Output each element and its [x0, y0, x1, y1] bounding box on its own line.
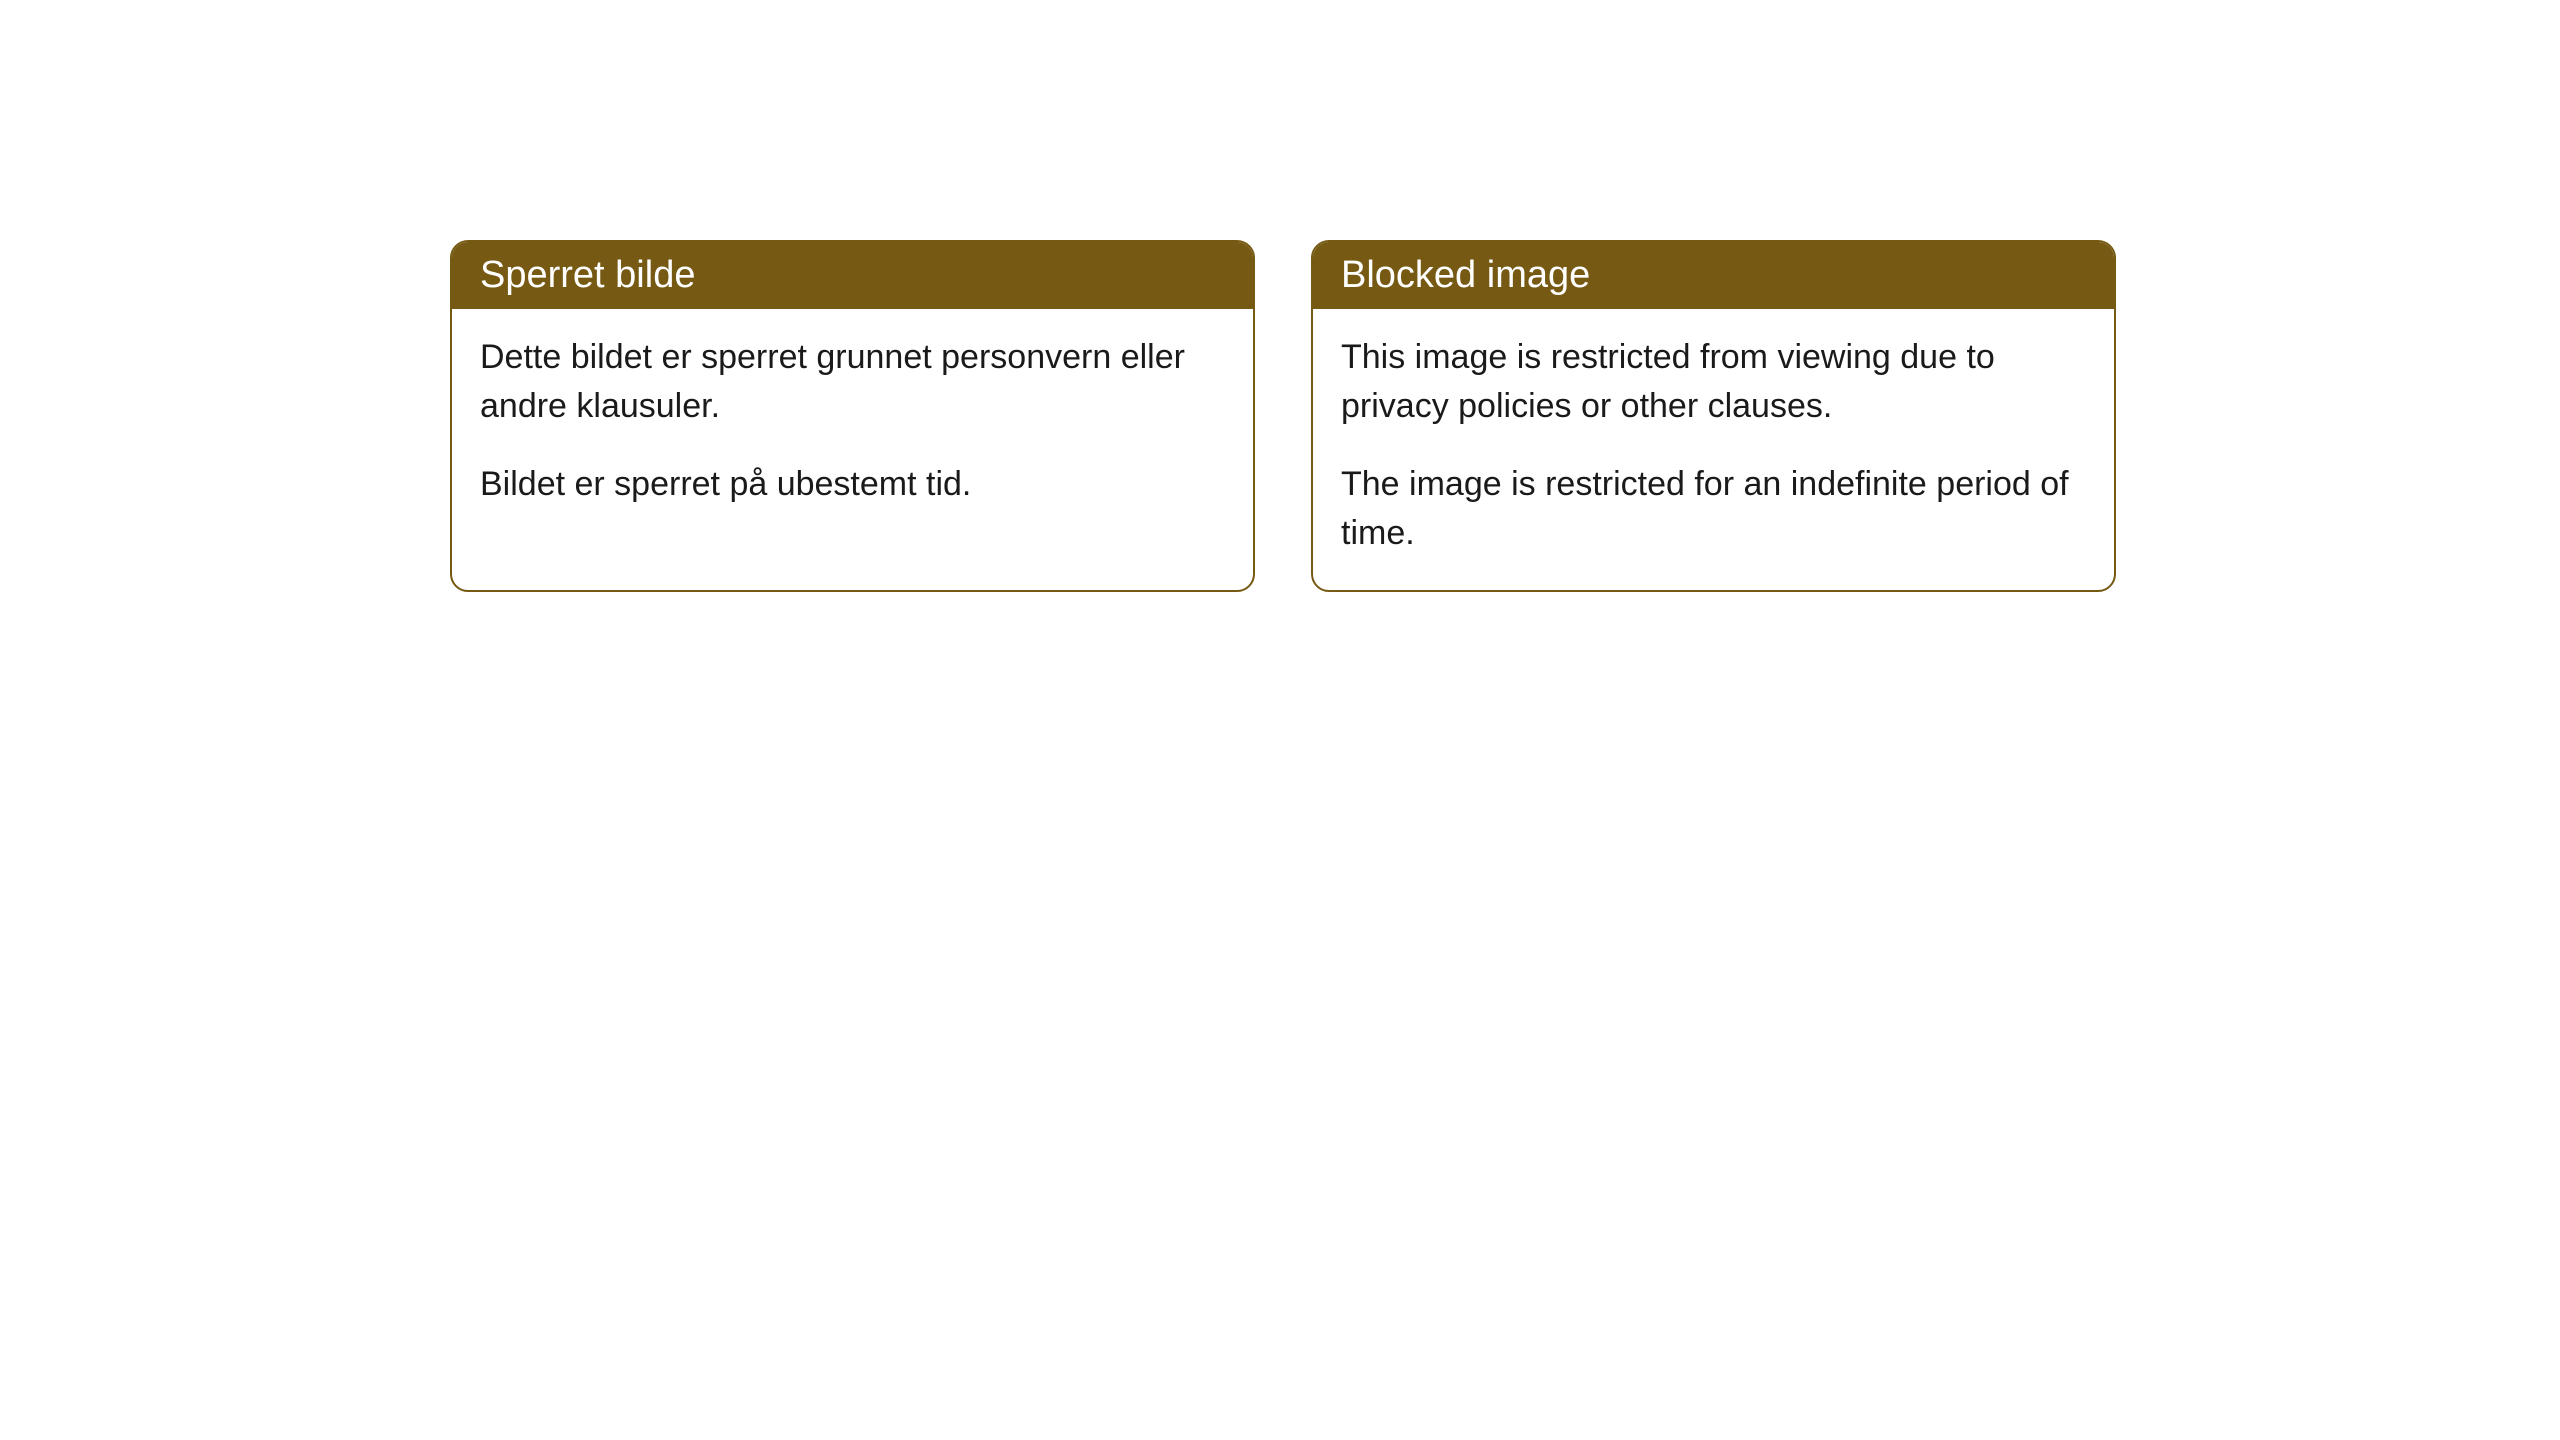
card-paragraph: Dette bildet er sperret grunnet personve… [480, 333, 1225, 432]
card-title: Sperret bilde [480, 254, 695, 296]
card-body: This image is restricted from viewing du… [1313, 309, 2114, 590]
card-paragraph: The image is restricted for an indefinit… [1341, 460, 2086, 559]
card-paragraph: This image is restricted from viewing du… [1341, 333, 2086, 432]
card-header: Sperret bilde [452, 242, 1253, 309]
cards-container: Sperret bilde Dette bildet er sperret gr… [450, 240, 2116, 592]
card-title: Blocked image [1341, 254, 1590, 296]
card-paragraph: Bildet er sperret på ubestemt tid. [480, 460, 1225, 509]
blocked-image-card-no: Sperret bilde Dette bildet er sperret gr… [450, 240, 1255, 592]
card-body: Dette bildet er sperret grunnet personve… [452, 309, 1253, 541]
card-header: Blocked image [1313, 242, 2114, 309]
blocked-image-card-en: Blocked image This image is restricted f… [1311, 240, 2116, 592]
